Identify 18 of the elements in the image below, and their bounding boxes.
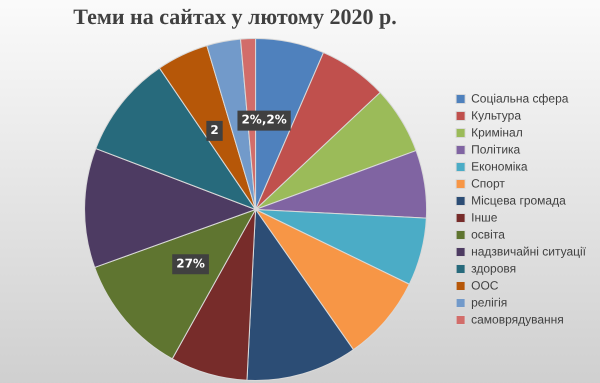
legend-label: Інше (471, 210, 498, 224)
legend-label: Кримінал (471, 125, 523, 140)
legend-label: здоровя (471, 261, 516, 276)
legend-label: Економіка (471, 159, 528, 174)
text: 2 (210, 122, 219, 137)
legend-label: освіта (471, 227, 506, 242)
text: 27% (176, 256, 205, 270)
legend-label: Культура (471, 108, 522, 122)
text: 2%,2% (241, 112, 287, 127)
legend-label: Політика (471, 142, 521, 156)
legend-label: релігія (471, 295, 508, 310)
legend-label: самоврядування (471, 312, 564, 326)
legend-label: ООС (471, 278, 499, 292)
chart-title: Теми на сайтах у лютому 2020 р. (72, 4, 398, 30)
legend-label: Соціальна сфера (471, 91, 569, 106)
legend-label: Місцева громада (471, 193, 566, 208)
legend-label: Спорт (471, 176, 506, 190)
legend-label: надзвичайні ситуації (471, 244, 587, 258)
